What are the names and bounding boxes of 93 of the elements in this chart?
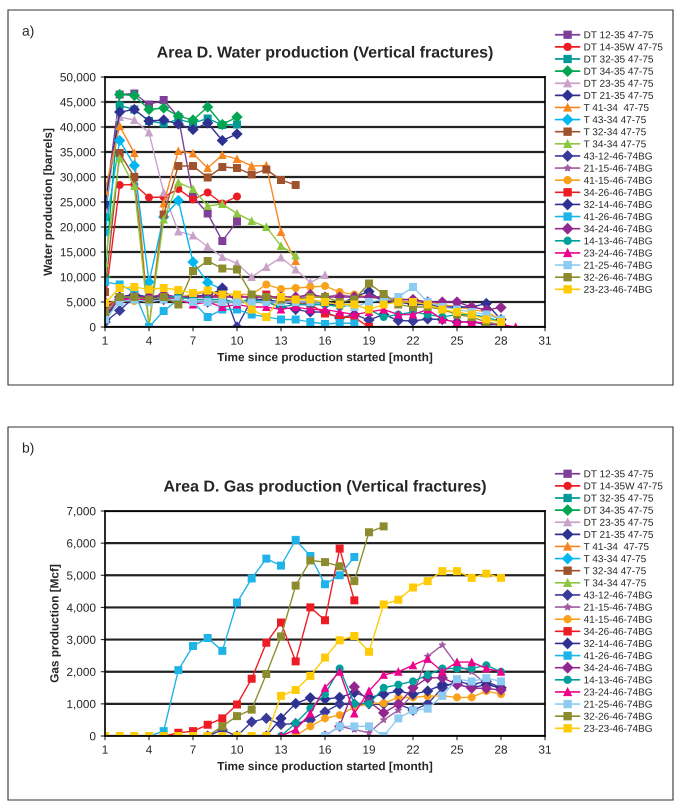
y-tick-label: 25,000 xyxy=(60,198,96,208)
y-tick-label: 2,000 xyxy=(67,668,96,678)
x-tick-label: 19 xyxy=(363,745,376,754)
legend-label: T 32-34 47-75 xyxy=(584,567,646,574)
x-tick-label: 25 xyxy=(451,336,464,345)
y-tick-label: 3,000 xyxy=(66,636,96,646)
legend-label: 23-23-46-74BG xyxy=(584,724,652,732)
y-tick-label: 45,000 xyxy=(60,98,96,108)
legend-label: DT 23-35 47-75 xyxy=(584,518,654,526)
x-tick-label: 13 xyxy=(275,336,288,345)
legend-label: 41-15-46-74BG xyxy=(584,176,652,184)
legend-label: 34-24-46-74BG xyxy=(584,225,652,232)
chart-title: Area D. Gas production (Vertical fractures) xyxy=(164,480,486,495)
legend-label: 34-26-46-74BG xyxy=(584,188,652,196)
x-tick-label: 22 xyxy=(407,745,419,754)
x-tick-label: 22 xyxy=(407,336,419,345)
text: a) xyxy=(22,26,34,38)
y-tick-label: 1,000 xyxy=(67,700,96,710)
x-tick-label: 13 xyxy=(275,745,288,754)
legend-label: 21-15-46-74BG xyxy=(584,604,652,611)
legend-label: 34-26-46-74BG xyxy=(584,628,652,635)
legend-label: T 43-34 47-75 xyxy=(584,116,646,124)
legend-label: T 34-34 47-75 xyxy=(584,579,646,586)
x-tick-label: 16 xyxy=(319,336,332,345)
y-tick-label: 5,000 xyxy=(66,298,96,308)
y-tick-label: 4,000 xyxy=(66,603,96,614)
legend-label: 23-24-46-74BG xyxy=(584,688,652,696)
legend-label: 21-25-46-74BG xyxy=(584,262,652,269)
x-axis-title: Time since production started [month] xyxy=(217,352,432,364)
legend-label: 23-23-46-74BG xyxy=(584,286,652,293)
x-axis-title: Time since production started [month] xyxy=(217,762,432,773)
y-axis-title: Water production [barrels] xyxy=(43,128,54,276)
legend-label: DT 23-35 47-75 xyxy=(584,80,654,87)
legend-label: DT 12-35 47-75 xyxy=(584,31,654,38)
legend-label: DT 34-35 47-75 xyxy=(584,68,654,75)
y-tick-label: 0 xyxy=(90,323,96,332)
legend-label: 43-12-46-74BG xyxy=(584,591,652,599)
x-tick-label: 31 xyxy=(538,745,551,754)
x-tick-label: 7 xyxy=(190,745,196,754)
legend-label: T 41-34 47-75 xyxy=(584,542,649,550)
legend-label: 14-13-46-74BG xyxy=(584,676,652,684)
legend-label: 43-12-46-74BG xyxy=(584,152,652,160)
legend-label: DT 32-35 47-75 xyxy=(584,494,654,502)
legend-label: 34-24-46-74BG xyxy=(584,664,652,672)
y-tick-label: 6,000 xyxy=(67,539,96,549)
y-axis-title: Gas production [Mcf] xyxy=(50,564,61,682)
legend-label: T 41-34 47-75 xyxy=(584,104,649,112)
legend-label: 32-14-46-74BG xyxy=(584,200,652,208)
legend-label: 23-24-46-74BG xyxy=(584,249,652,257)
y-tick-label: 35,000 xyxy=(60,148,96,158)
legend-label: 41-15-46-74BG xyxy=(584,616,652,623)
legend-label: 41-26-46-74BG xyxy=(584,213,652,220)
x-tick-label: 7 xyxy=(190,336,196,345)
legend-label: 21-15-46-74BG xyxy=(584,164,652,172)
legend-label: DT 12-35 47-75 xyxy=(584,470,654,478)
legend-label: 21-25-46-74BG xyxy=(584,700,652,708)
x-tick-label: 28 xyxy=(495,745,508,754)
x-tick-label: 10 xyxy=(231,745,244,754)
legend-label: DT 21-35 47-75 xyxy=(584,530,654,538)
y-tick-label: 20,000 xyxy=(60,223,96,233)
y-tick-label: 10,000 xyxy=(60,273,96,283)
y-tick-label: 50,000 xyxy=(60,73,96,83)
y-tick-label: 15,000 xyxy=(60,248,96,258)
x-tick-label: 4 xyxy=(146,336,152,345)
legend-label: DT 34-35 47-75 xyxy=(584,506,654,514)
y-tick-label: 30,000 xyxy=(60,173,96,183)
y-tick-label: 0 xyxy=(90,732,96,740)
legend-label: DT 32-35 47-75 xyxy=(584,56,654,63)
chart-title: Area D. Water production (Vertical fractures) xyxy=(157,46,493,61)
text: b) xyxy=(22,442,34,456)
x-tick-label: 31 xyxy=(538,336,551,345)
legend-label: DT 14-35W 47-75 xyxy=(584,482,662,490)
x-tick-label: 28 xyxy=(495,336,508,345)
legend-label: T 43-34 47-75 xyxy=(584,555,646,562)
legend-label: 14-13-46-74BG xyxy=(584,237,652,244)
x-tick-label: 10 xyxy=(231,336,244,345)
x-tick-label: 16 xyxy=(319,745,332,754)
legend-label: 32-14-46-74BG xyxy=(584,640,652,648)
x-tick-label: 1 xyxy=(102,336,108,345)
legend-label: DT 14-35W 47-75 xyxy=(584,43,662,50)
legend-label: T 32-34 47-75 xyxy=(584,128,646,136)
y-tick-label: 5,000 xyxy=(66,571,96,582)
legend-label: T 34-34 47-75 xyxy=(584,140,646,148)
x-tick-label: 19 xyxy=(363,336,376,345)
legend-label: 32-26-46-74BG xyxy=(584,274,652,281)
y-tick-label: 40,000 xyxy=(60,123,96,133)
legend-label: 32-26-46-74BG xyxy=(584,712,652,720)
legend-label: DT 21-35 47-75 xyxy=(584,92,654,99)
x-tick-label: 25 xyxy=(451,745,464,754)
x-tick-label: 4 xyxy=(146,745,152,754)
x-tick-label: 1 xyxy=(102,745,108,754)
legend-label: 41-26-46-74BG xyxy=(584,652,652,660)
y-tick-label: 7,000 xyxy=(67,507,96,517)
